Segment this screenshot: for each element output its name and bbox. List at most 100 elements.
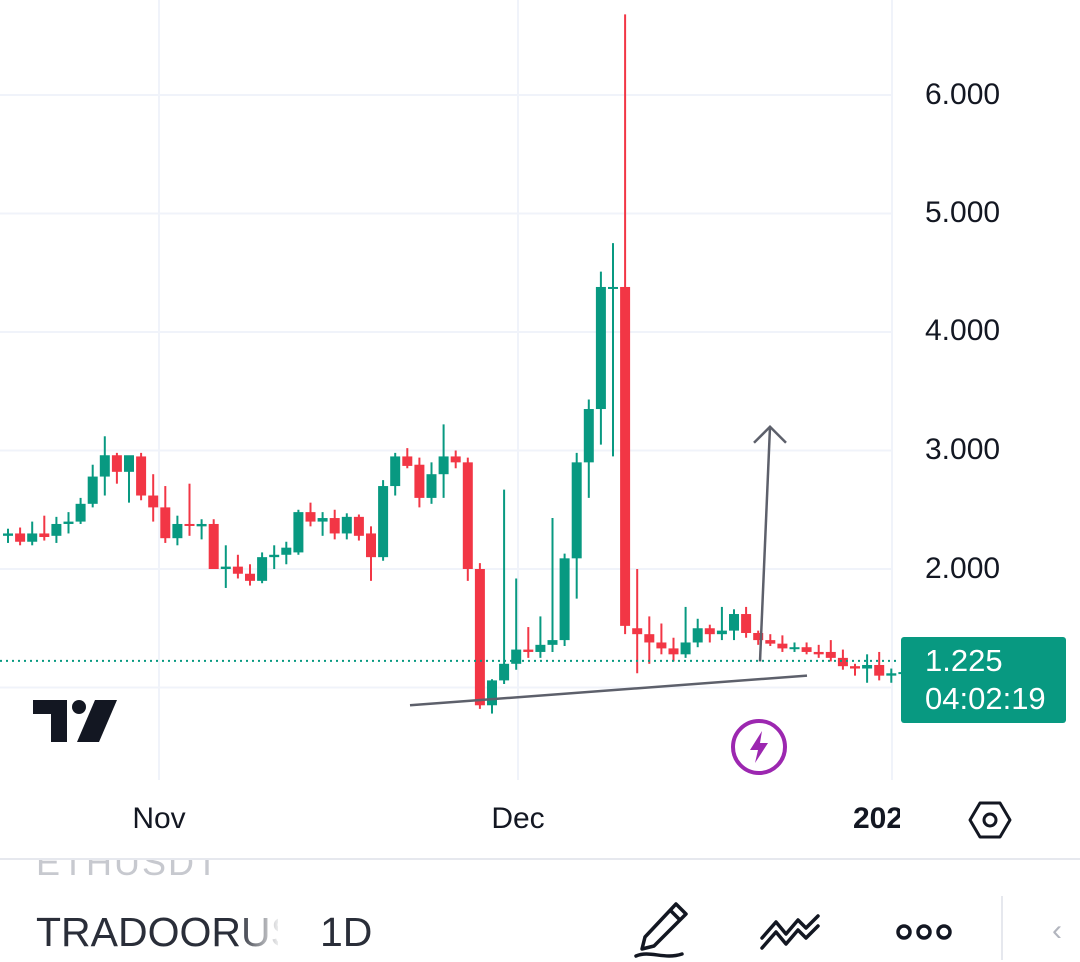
candle-body-34	[414, 464, 425, 498]
candle-body-42	[511, 649, 522, 664]
candle-body-44	[535, 644, 546, 652]
candle-body-41	[499, 663, 510, 681]
candle-body-33	[402, 456, 413, 466]
x-tick-year: 202	[853, 802, 900, 835]
x-tick-dec: Dec	[491, 802, 545, 835]
lightning-bolt-icon[interactable]	[730, 718, 788, 776]
y-tick-4: 4.000	[925, 314, 1001, 347]
candle-body-57	[692, 628, 703, 643]
candle-body-46	[559, 558, 570, 641]
tradingview-logo	[33, 700, 117, 742]
candle-body-43	[523, 649, 534, 652]
candle-body-69	[837, 657, 848, 667]
three-dots-icon[interactable]	[892, 900, 956, 960]
candle-body-27	[329, 518, 340, 534]
candle-body-40	[487, 680, 497, 706]
previous-symbol-label: ETHUSDT	[36, 860, 220, 883]
candle-body-66	[801, 647, 812, 652]
candle-body-23	[281, 547, 292, 555]
candle-body-19	[232, 566, 243, 574]
pencil-draw-icon[interactable]	[630, 900, 694, 960]
candle-body-30	[366, 533, 376, 558]
candle-body-47	[571, 462, 582, 559]
candle-body-50	[608, 286, 618, 289]
y-tick-6: 6.000	[925, 78, 1001, 111]
candle-body-37	[450, 456, 461, 463]
candle-body-25	[305, 512, 316, 522]
candle-body-6	[75, 503, 86, 522]
candle-body-63	[765, 640, 776, 644]
candle-body-5	[63, 521, 74, 524]
candle-body-21	[257, 557, 268, 581]
candle-body-10	[124, 455, 134, 472]
x-tick-nov: Nov	[132, 802, 186, 835]
candle-body-60	[729, 614, 739, 631]
candle-body-56	[680, 642, 691, 655]
candle-body-29	[353, 516, 364, 536]
candle-body-64	[777, 643, 788, 649]
candle-body-49	[595, 286, 606, 410]
symbol-button[interactable]: TRADOORUSDT	[36, 909, 278, 955]
candle-body-68	[825, 651, 836, 658]
candle-body-15	[184, 523, 195, 526]
bar-countdown: 04:02:19	[925, 681, 1046, 716]
candle-body-52	[632, 628, 643, 635]
interval-button[interactable]: 1D	[320, 909, 373, 955]
chart-area[interactable]: 6.000 5.000 4.000 3.000 2.000 1.225 04:0…	[0, 0, 1080, 860]
candle-body-18	[220, 566, 231, 569]
bottom-toolbar: ETHUSDT TRADOORUSDT 1D ‹	[0, 860, 1080, 962]
candle-body-12	[148, 495, 159, 508]
candle-body-72	[874, 664, 885, 676]
candle-body-55	[668, 648, 679, 655]
candle-body-54	[656, 642, 667, 649]
candle-body-53	[644, 634, 655, 643]
candle-body-61	[741, 614, 752, 633]
y-tick-5: 5.000	[925, 196, 1001, 229]
candle-body-36	[438, 456, 449, 475]
candle-body-26	[317, 518, 328, 522]
candle-body-3	[39, 533, 50, 538]
y-tick-2: 2.000	[925, 552, 1001, 585]
candle-body-0	[3, 533, 13, 536]
candle-body-13	[160, 507, 171, 539]
last-price-badge: 1.225 04:02:19	[901, 637, 1066, 723]
chevron-left-icon[interactable]: ‹	[1052, 914, 1062, 947]
candle-body-59	[716, 630, 727, 635]
candle-body-58	[704, 628, 715, 635]
candle-body-31	[378, 486, 389, 558]
candle-body-22	[269, 554, 280, 558]
candle-body-45	[547, 640, 558, 645]
candle-body-1	[15, 533, 26, 542]
arrow-line	[758, 426, 772, 662]
candle-body-67	[813, 651, 824, 655]
candle-body-17	[208, 523, 219, 569]
candle-body-28	[341, 516, 352, 534]
arrow-head	[753, 425, 787, 444]
candle-body-14	[172, 523, 183, 539]
candle-body-32	[390, 456, 401, 487]
trendline	[409, 674, 808, 707]
candle-body-71	[862, 664, 873, 669]
candlestick-chart[interactable]	[0, 0, 1080, 860]
candle-body-65	[789, 647, 800, 650]
candle-body-8	[99, 455, 110, 477]
candle-body-7	[87, 476, 98, 504]
toolbar-separator	[1001, 896, 1003, 960]
candle-body-24	[293, 512, 304, 553]
last-price: 1.225	[925, 643, 1003, 678]
candle-body-9	[111, 455, 122, 472]
candle-body-38	[462, 462, 473, 569]
candle-body-48	[583, 409, 594, 463]
candle-body-73	[886, 673, 897, 676]
candle-body-70	[850, 666, 860, 669]
candle-body-35	[426, 474, 437, 498]
y-tick-3: 3.000	[925, 433, 1001, 466]
candle-body-16	[196, 523, 207, 527]
toolbar-divider	[0, 858, 1080, 860]
candle-body-20	[245, 573, 255, 581]
candle-body-62	[753, 632, 764, 641]
candle-body-51	[620, 286, 631, 626]
indicator-wave-icon[interactable]	[758, 900, 822, 960]
hexagon-settings-icon[interactable]	[968, 798, 1012, 842]
candle-body-39	[474, 569, 485, 706]
